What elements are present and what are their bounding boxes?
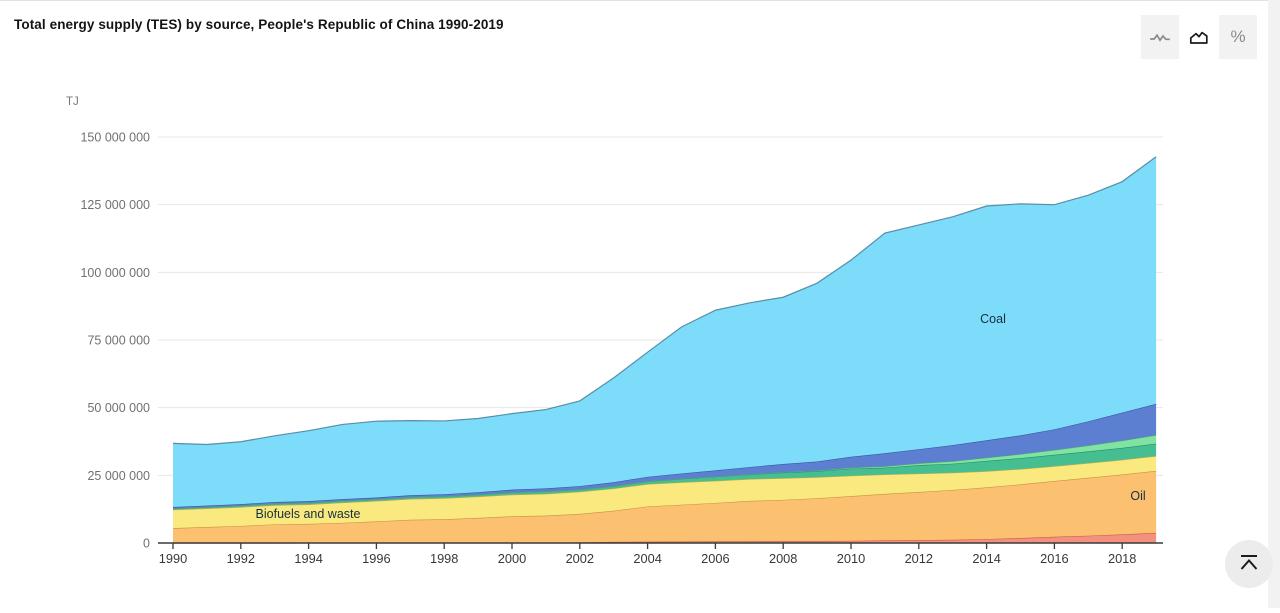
svg-text:1996: 1996	[362, 551, 390, 566]
scroll-to-top-button[interactable]	[1225, 540, 1273, 588]
svg-text:0: 0	[143, 537, 150, 551]
svg-text:75 000 000: 75 000 000	[87, 334, 150, 348]
page-scrollbar-track[interactable]	[1268, 0, 1280, 608]
svg-text:2018: 2018	[1108, 551, 1136, 566]
line-chart-icon	[1150, 30, 1170, 44]
svg-text:2002: 2002	[566, 551, 594, 566]
svg-text:2014: 2014	[972, 551, 1000, 566]
svg-text:1992: 1992	[227, 551, 255, 566]
svg-text:2012: 2012	[905, 551, 933, 566]
page-top-border	[0, 0, 1280, 1]
svg-text:2016: 2016	[1040, 551, 1068, 566]
svg-text:1994: 1994	[294, 551, 322, 566]
percentage-view-button[interactable]: %	[1219, 15, 1257, 59]
scroll-to-top-icon	[1236, 550, 1262, 579]
svg-text:150 000 000: 150 000 000	[80, 131, 150, 145]
svg-text:100 000 000: 100 000 000	[80, 266, 150, 280]
svg-text:2010: 2010	[837, 551, 865, 566]
stacked-area-view-button[interactable]	[1180, 15, 1218, 59]
svg-text:2000: 2000	[498, 551, 526, 566]
svg-text:2004: 2004	[633, 551, 661, 566]
svg-text:1998: 1998	[430, 551, 458, 566]
y-axis-unit-label: TJ	[66, 96, 79, 108]
svg-text:1990: 1990	[159, 551, 187, 566]
svg-text:2006: 2006	[701, 551, 729, 566]
svg-text:25 000 000: 25 000 000	[87, 469, 150, 483]
svg-text:50 000 000: 50 000 000	[87, 401, 150, 415]
svg-text:125 000 000: 125 000 000	[80, 198, 150, 212]
area-chart-icon	[1189, 29, 1209, 45]
line-chart-view-button[interactable]	[1141, 15, 1179, 59]
chart-view-toggle: %	[1141, 15, 1257, 59]
svg-text:2008: 2008	[769, 551, 797, 566]
chart-title: Total energy supply (TES) by source, Peo…	[14, 17, 504, 32]
percent-icon: %	[1230, 27, 1246, 46]
